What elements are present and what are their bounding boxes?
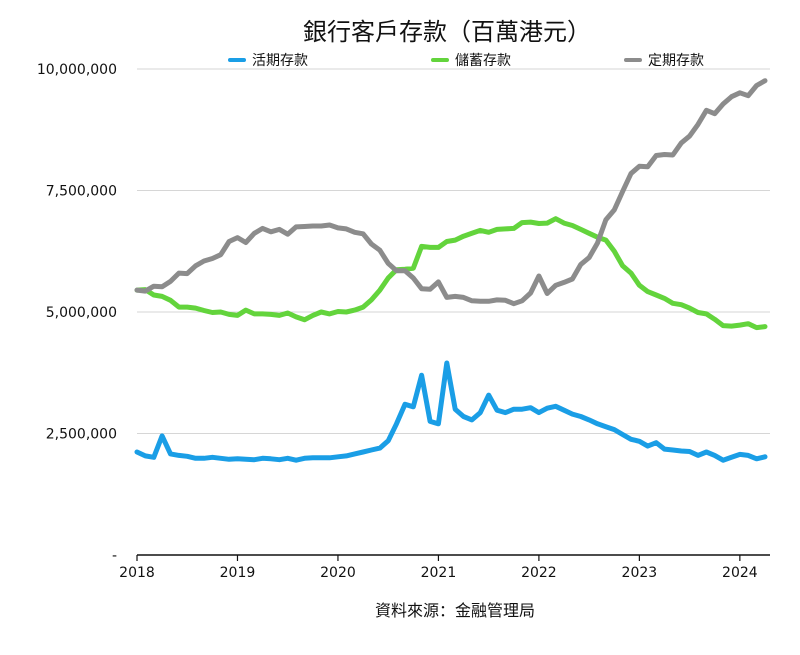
x-tick-label: 2018 <box>119 565 155 581</box>
x-tick-label: 2019 <box>220 565 256 581</box>
y-tick-label: 5,000,000 <box>46 305 117 321</box>
x-tick-label: 2023 <box>622 565 658 581</box>
legend-label: 定期存款 <box>648 53 704 69</box>
y-tick-label: - <box>112 548 117 564</box>
y-tick-label: 7,500,000 <box>46 184 117 200</box>
x-axis: 2018 2019 2020 2021 2022 2023 2024 <box>119 554 770 581</box>
legend-label: 活期存款 <box>252 53 308 69</box>
x-tick-label: 2024 <box>722 565 758 581</box>
y-tick-label: 2,500,000 <box>46 427 117 443</box>
x-tick-label: 2020 <box>320 565 356 581</box>
legend-item-2: 定期存款 <box>624 53 704 69</box>
legend: 活期存款 儲蓄存款 定期存款 <box>228 53 704 69</box>
legend-item-0: 活期存款 <box>228 53 308 69</box>
chart-title: 銀行客戶存款（百萬港元） <box>303 18 591 46</box>
legend-label: 儲蓄存款 <box>455 53 511 69</box>
gridlines <box>137 68 770 434</box>
source-note: 資料來源：金融管理局 <box>375 601 535 620</box>
legend-item-1: 儲蓄存款 <box>431 53 511 69</box>
y-tick-label: 10,000,000 <box>37 62 117 78</box>
series-layer <box>134 78 768 463</box>
series-line-0 <box>134 360 768 463</box>
x-tick-label: 2021 <box>421 565 457 581</box>
series-line-2 <box>134 78 768 307</box>
x-tick-label: 2022 <box>521 565 557 581</box>
series-line-1 <box>134 216 768 331</box>
y-axis: - 2,500,000 5,000,000 7,500,000 10,000,000 <box>37 62 117 564</box>
